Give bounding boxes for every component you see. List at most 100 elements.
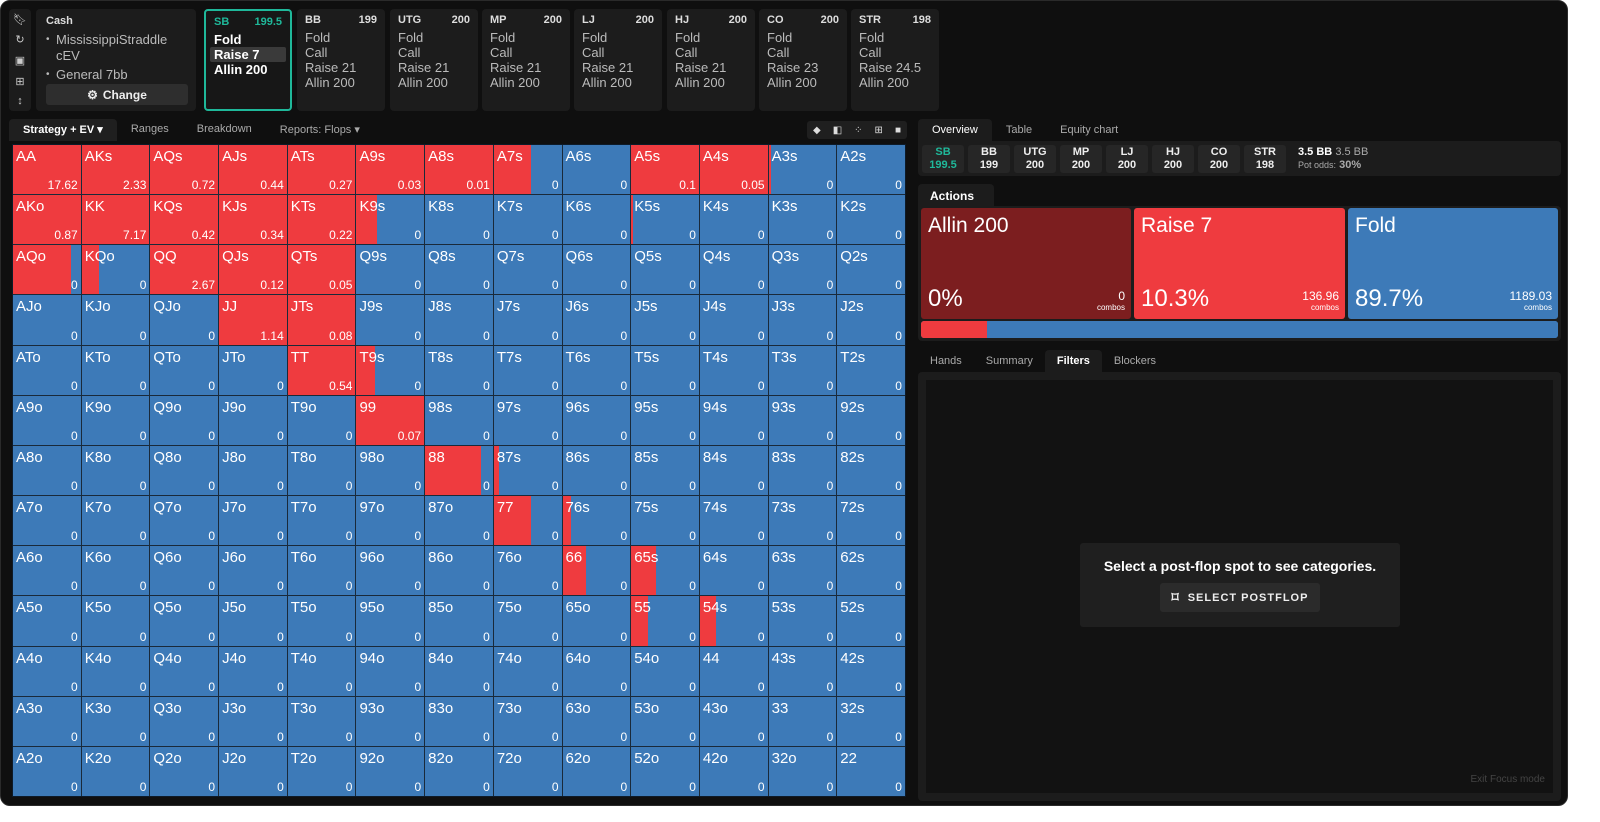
hand-cell[interactable]: QJs 0.12 [219,245,287,295]
hand-cell[interactable]: T9s 0 [356,345,425,395]
hand-cell[interactable]: K9o 0 [81,395,150,445]
action-option[interactable]: Fold [214,32,242,47]
hand-cell[interactable]: 75s 0 [631,496,699,546]
hand-cell[interactable]: 94o 0 [356,646,425,696]
hand-cell[interactable]: AKo 0.87 [13,195,81,245]
hand-cell[interactable]: 62o 0 [562,746,631,796]
square-icon[interactable]: ■ [894,124,901,136]
hand-cell[interactable]: 96o 0 [356,546,425,596]
tab-summary[interactable]: Summary [985,355,1033,367]
hand-cell[interactable]: K7o 0 [81,496,150,546]
position-card-co[interactable]: CO 200 Fold Call Raise 23 Allin 200 [759,9,847,111]
hand-cell[interactable]: J5o 0 [219,596,287,646]
hand-cell[interactable]: 85o 0 [425,596,493,646]
position-chip-lj[interactable]: LJ 200 [1106,144,1148,173]
hand-cell[interactable]: 84s 0 [699,445,768,496]
hand-cell[interactable]: 97o 0 [356,496,425,546]
hand-cell[interactable]: 95o 0 [356,596,425,646]
action-option[interactable]: Raise 21 [490,60,542,75]
hand-cell[interactable]: 32s 0 [837,696,905,746]
hand-cell[interactable]: 82o 0 [425,746,493,796]
hand-cell[interactable]: AJo 0 [13,295,81,345]
hand-cell[interactable]: K2s 0 [837,195,905,245]
action-option[interactable]: Fold [767,30,793,45]
hand-cell[interactable]: 83s 0 [768,445,837,496]
hand-cell[interactable]: 93s 0 [768,395,837,445]
hand-cell[interactable]: A2s 0 [837,145,905,195]
hand-cell[interactable]: 83o 0 [425,696,493,746]
hand-cell[interactable]: T3o 0 [287,696,356,746]
hand-cell[interactable]: K2o 0 [81,746,150,796]
position-card-sb[interactable]: SB 199.5 Fold Raise 7 Allin 200 [204,9,292,111]
hand-cell[interactable]: QQ 2.67 [150,245,219,295]
position-chip-str[interactable]: STR 198 [1244,144,1286,173]
hand-cell[interactable]: 74o 0 [493,646,562,696]
action-option[interactable]: Raise 23 [767,60,819,75]
action-box-allin-200[interactable]: Allin 200 0% 0 combos [921,208,1131,319]
hand-cell[interactable]: KQo 0 [81,245,150,295]
hand-cell[interactable]: J7s 0 [493,295,562,345]
hand-cell[interactable]: K8o 0 [81,445,150,496]
hand-cell[interactable]: 92o 0 [356,746,425,796]
hand-cell[interactable]: 53s 0 [768,596,837,646]
hand-cell[interactable]: 53o 0 [631,696,699,746]
hand-cell[interactable]: A9s 0.03 [356,145,425,195]
hand-cell[interactable]: 62s 0 [837,546,905,596]
tab-reports-flops[interactable]: Reports: Flops ▾ [279,124,360,136]
action-option[interactable]: Fold [859,30,885,45]
hand-cell[interactable]: 65s 0 [631,546,699,596]
hand-cell[interactable]: Q2o 0 [150,746,219,796]
hand-cell[interactable]: 96s 0 [562,395,631,445]
hand-cell[interactable]: J6s 0 [562,295,631,345]
hand-cell[interactable]: T8o 0 [287,445,356,496]
hand-cell[interactable]: A6o 0 [13,546,81,596]
hand-cell[interactable]: T2o 0 [287,746,356,796]
action-option[interactable]: Allin 200 [305,75,355,90]
gamepad-icon[interactable]: ⊞ [15,75,25,88]
hand-cell[interactable]: JTo 0 [219,345,287,395]
hand-cell[interactable]: Q7o 0 [150,496,219,546]
hand-cell[interactable]: QTs 0.05 [287,245,356,295]
hand-cell[interactable]: AJs 0.44 [219,145,287,195]
hand-cell[interactable]: K3s 0 [768,195,837,245]
action-option[interactable]: Call [582,45,605,60]
bookmark-icon[interactable]: 🔖︎ [13,13,27,26]
action-option[interactable]: Allin 200 [398,75,448,90]
actions-dropdown[interactable]: Actions ▾ [918,184,994,217]
position-card-utg[interactable]: UTG 200 Fold Call Raise 21 Allin 200 [390,9,478,111]
hand-cell[interactable]: 43s 0 [768,646,837,696]
hand-cell[interactable]: A8o 0 [13,445,81,496]
hand-cell[interactable]: 97s 0 [493,395,562,445]
hand-cell[interactable]: J3s 0 [768,295,837,345]
hand-cell[interactable]: J9s 0 [356,295,425,345]
action-option[interactable]: Allin 200 [767,75,817,90]
hand-cell[interactable]: 43o 0 [699,696,768,746]
position-chip-hj[interactable]: HJ 200 [1152,144,1194,173]
action-option[interactable]: Call [859,45,882,60]
hand-cell[interactable]: 42s 0 [837,646,905,696]
hand-cell[interactable]: J5s 0 [631,295,699,345]
hand-cell[interactable]: 87o 0 [425,496,493,546]
hand-cell[interactable]: JTs 0.08 [287,295,356,345]
action-option[interactable]: Raise 21 [675,60,727,75]
hand-cell[interactable]: J7o 0 [219,496,287,546]
hand-cell[interactable]: K6s 0 [562,195,631,245]
hand-cell[interactable]: J2o 0 [219,746,287,796]
hand-cell[interactable]: A6s 0 [562,145,631,195]
hand-cell[interactable]: 86o 0 [425,546,493,596]
hand-cell[interactable]: 73s 0 [768,496,837,546]
hand-cell[interactable]: 76s 0 [562,496,631,546]
hand-cell[interactable]: KTs 0.22 [287,195,356,245]
position-chip-co[interactable]: CO 200 [1198,144,1240,173]
hand-cell[interactable]: KK 7.17 [81,195,150,245]
hand-cell[interactable]: K4o 0 [81,646,150,696]
hand-cell[interactable]: 98s 0 [425,395,493,445]
action-option[interactable]: Fold [398,30,424,45]
action-option[interactable]: Fold [675,30,701,45]
hand-cell[interactable]: KJs 0.34 [219,195,287,245]
position-card-bb[interactable]: BB 199 Fold Call Raise 21 Allin 200 [297,9,385,111]
hand-cell[interactable]: A2o 0 [13,746,81,796]
hand-cell[interactable]: 95s 0 [631,395,699,445]
hand-cell[interactable]: 55 0 [631,596,699,646]
tab-overview[interactable]: Overview [918,119,992,141]
